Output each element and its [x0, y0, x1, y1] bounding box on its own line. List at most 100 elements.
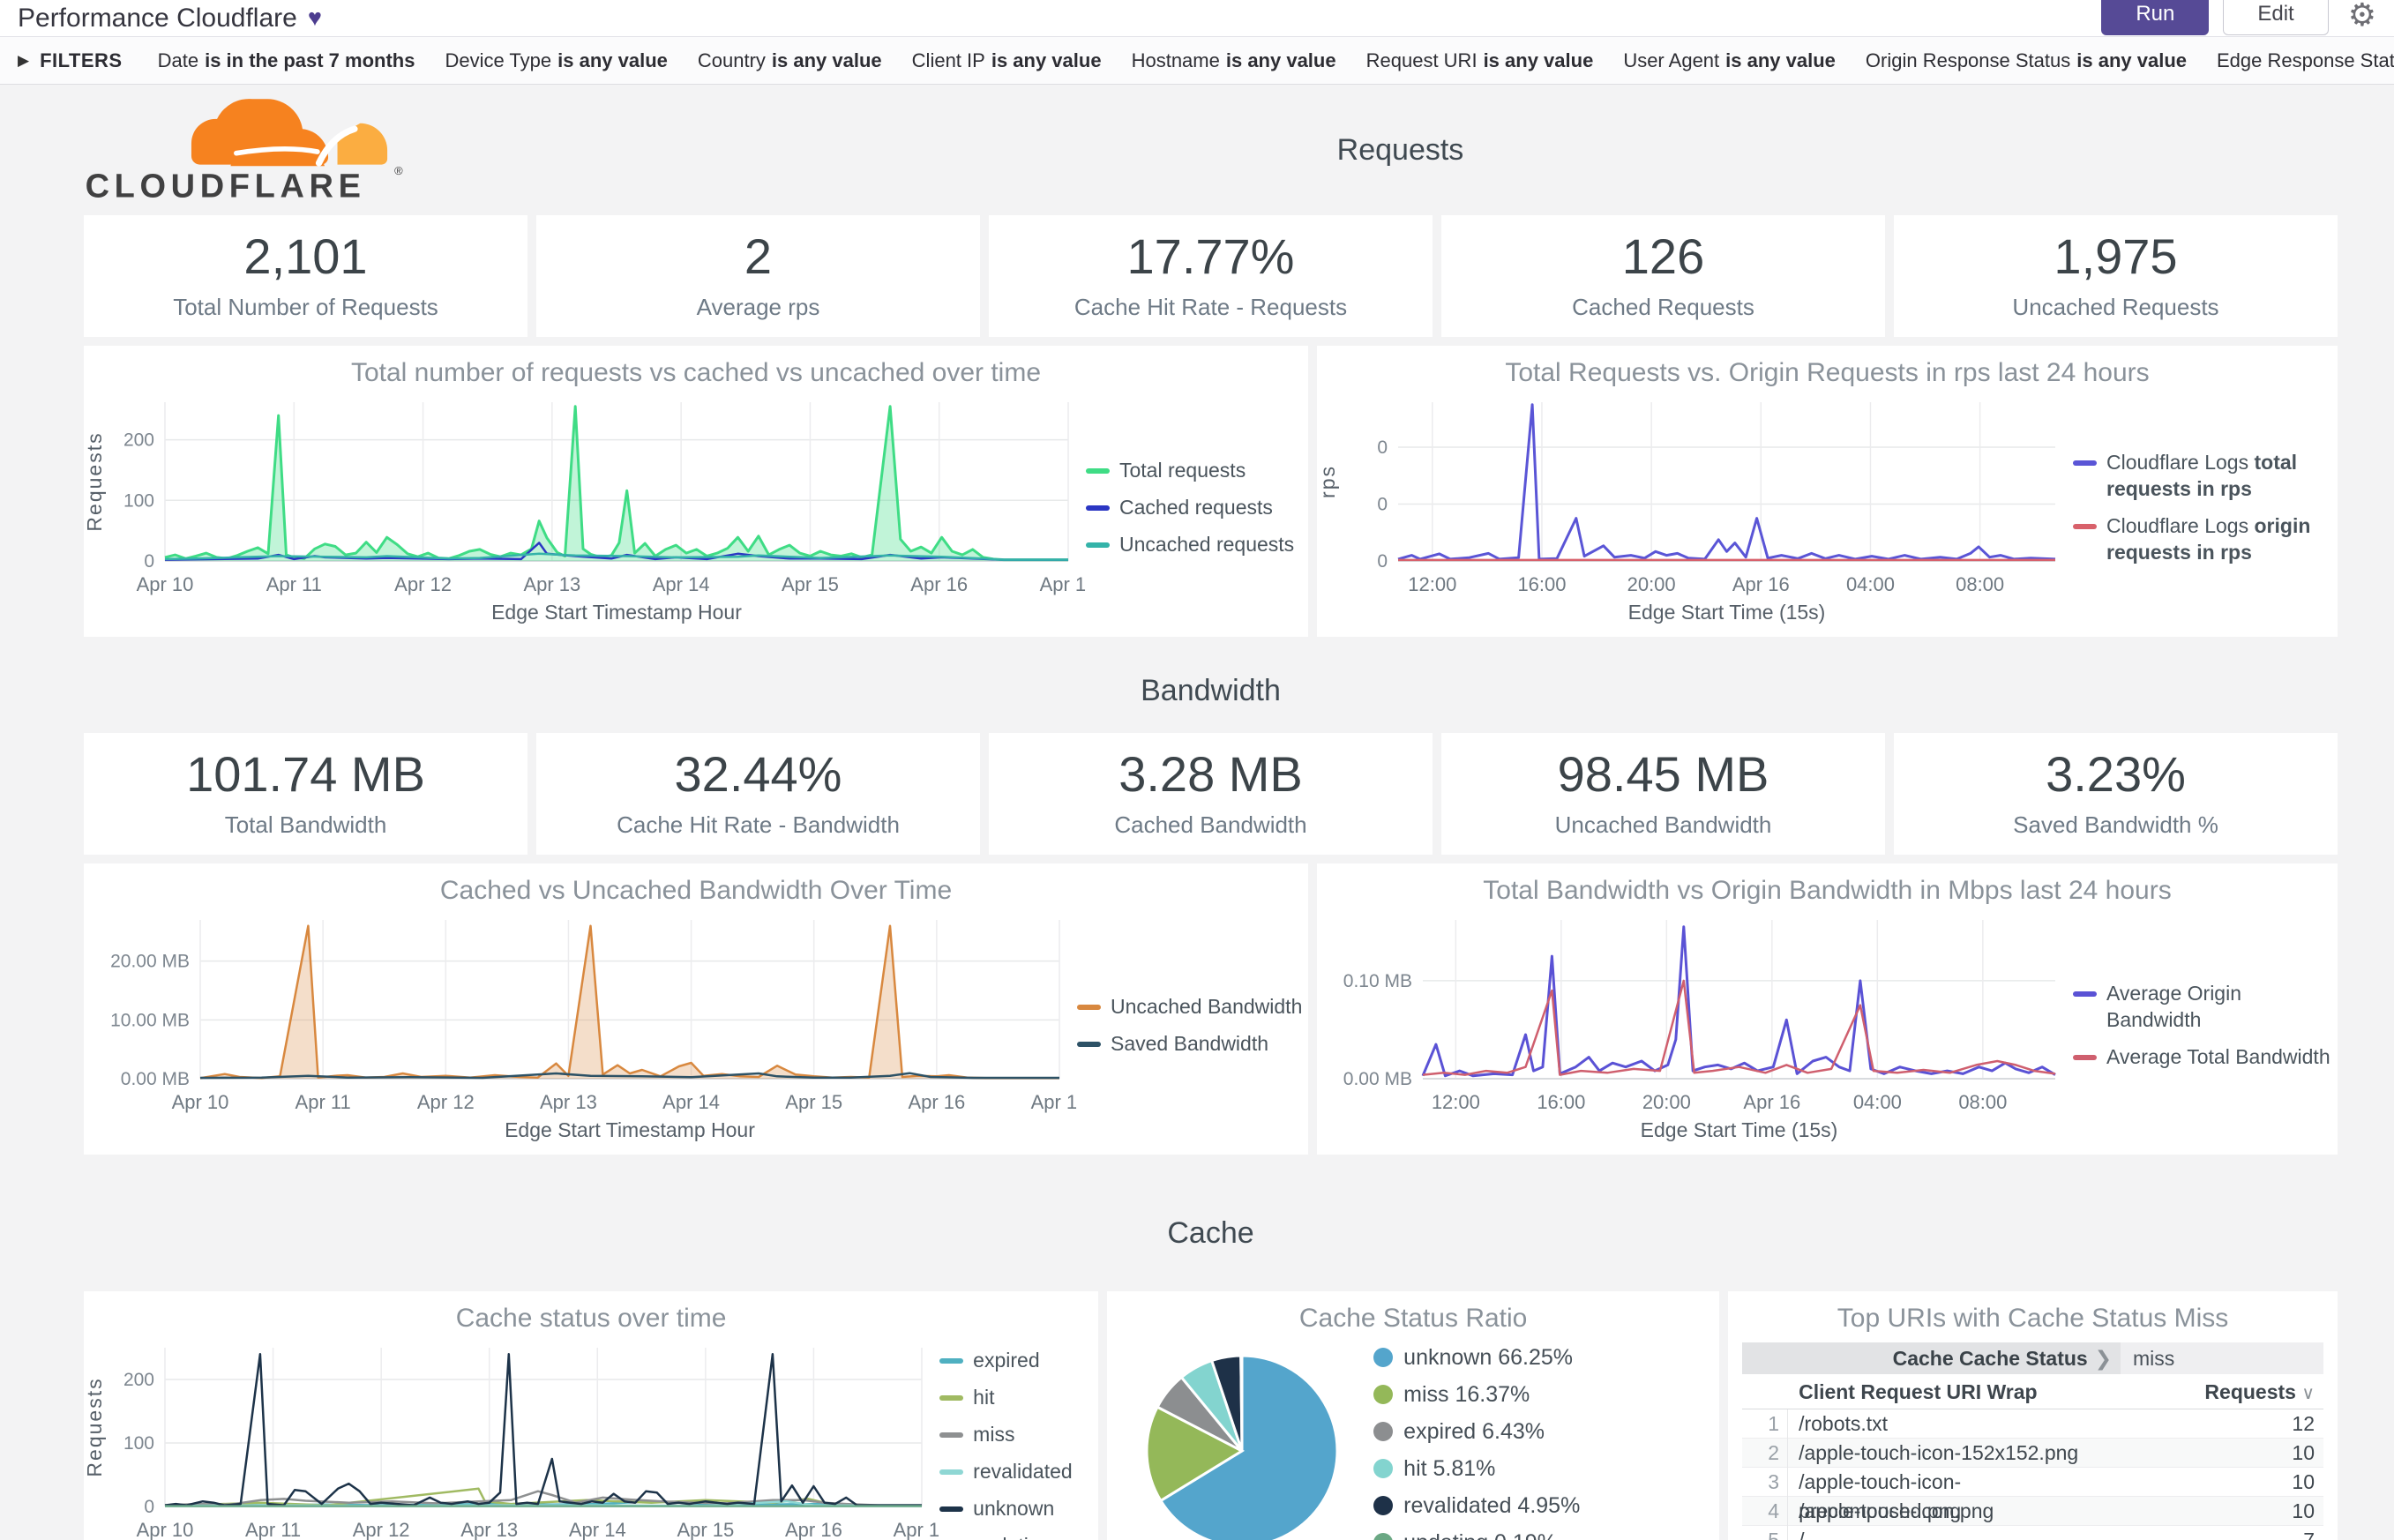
filters-label: FILTERS	[40, 49, 123, 71]
svg-text:100: 100	[123, 1433, 154, 1454]
legend-item[interactable]: hit	[939, 1385, 1093, 1411]
legend-item[interactable]: updating	[939, 1533, 1093, 1540]
svg-text:12:00: 12:00	[1432, 1091, 1480, 1113]
svg-text:Apr 10: Apr 10	[172, 1091, 229, 1113]
kpi-tile: 2,101 Total Number of Requests	[84, 215, 527, 337]
pie-slice-updating[interactable]	[1239, 1353, 1244, 1451]
svg-text:Apr 17: Apr 17	[1031, 1091, 1077, 1113]
chart-rps-24h[interactable]: Total Requests vs. Origin Requests in rp…	[1317, 346, 2338, 637]
filter-item[interactable]: Hostname is any value	[1131, 49, 1336, 71]
pivot-label[interactable]: Cache Cache Status ❯	[1742, 1342, 2121, 1374]
chart-cache-status-over-time[interactable]: Cache status over time 0 100 200 Apr 10 Apr 1…	[84, 1291, 1099, 1540]
legend-item[interactable]: Average Total Bandwidth	[2073, 1044, 2332, 1071]
chart-bandwidth-24h[interactable]: Total Bandwidth vs Origin Bandwidth in M…	[1317, 863, 2338, 1155]
cache-status-pie[interactable]	[1141, 1347, 1343, 1540]
filter-item[interactable]: Client IP is any value	[911, 49, 1102, 71]
chart-requests-over-time[interactable]: Total number of requests vs cached vs un…	[84, 346, 1308, 637]
pie-legend-item[interactable]: unknown 66.25%	[1373, 1345, 1580, 1371]
legend-item[interactable]: Uncached Bandwidth	[1077, 994, 1303, 1020]
filter-item[interactable]: Country is any value	[697, 49, 882, 71]
heart-icon: ♥	[307, 4, 322, 31]
cloudflare-logo: CLOUDFLARE ®	[84, 92, 463, 209]
legend-item[interactable]: revalidated	[939, 1459, 1093, 1485]
filter-item[interactable]: Request URI is any value	[1365, 49, 1594, 71]
kpi-label: Total Bandwidth	[224, 811, 387, 838]
svg-text:Apr 13: Apr 13	[540, 1091, 597, 1113]
svg-text:04:00: 04:00	[1853, 1091, 1902, 1113]
legend-item[interactable]: Uncached requests	[1086, 532, 1303, 558]
legend-item[interactable]: Cloudflare Logs origin requests in rps	[2073, 513, 2332, 566]
svg-text:0: 0	[1377, 437, 1388, 458]
filter-item[interactable]: Device Type is any value	[445, 49, 668, 71]
chart-legend: expired hit miss revalidated unknown updating	[939, 1334, 1098, 1540]
kpi-label: Average rps	[696, 294, 820, 320]
chart-legend: Average Origin Bandwidth Average Total Ba…	[2073, 906, 2338, 1146]
col-header-uri[interactable]: Client Request URI Wrap	[1799, 1380, 2038, 1403]
table-row[interactable]: 4/apple-touch-icon.png 10	[1742, 1497, 2323, 1526]
kpi-value: 101.74 MB	[186, 746, 425, 802]
kpi-tile: 1,975 Uncached Requests	[1894, 215, 2338, 337]
uri-cell: /apple-touch-icon-precomposed.png	[1799, 1470, 1962, 1522]
svg-text:Apr 11: Apr 11	[266, 573, 322, 595]
filter-item[interactable]: Date is in the past 7 months	[157, 49, 415, 71]
plot-area[interactable]: 0 0 0 12:00 16:00 20:00 Apr 16 04:00 08:00 Edge S…	[1317, 388, 2073, 628]
svg-text:200: 200	[123, 430, 154, 451]
svg-text:Apr 15: Apr 15	[785, 1091, 842, 1113]
chart-title: Cache status over time	[455, 1304, 727, 1333]
pie-legend-item[interactable]: updating 0.19%	[1373, 1530, 1580, 1540]
gear-icon[interactable]: ⚙	[2347, 0, 2376, 33]
pie-slice-unknown[interactable]	[1159, 1353, 1339, 1540]
legend-item[interactable]: expired	[939, 1348, 1093, 1374]
kpi-label: Uncached Bandwidth	[1554, 811, 1772, 838]
svg-text:Edge Start Time (15s): Edge Start Time (15s)	[1641, 1118, 1838, 1141]
legend-item[interactable]: Cached requests	[1086, 495, 1303, 521]
table-row[interactable]: 3/apple-touch-icon-precomposed.png 10	[1742, 1468, 2323, 1526]
legend-item[interactable]: unknown	[939, 1496, 1093, 1522]
legend-item[interactable]: Saved Bandwidth	[1077, 1031, 1303, 1058]
pie-legend-item[interactable]: revalidated 4.95%	[1373, 1493, 1580, 1519]
chart-legend: Cloudflare Logs total requests in rps Clo…	[2073, 388, 2338, 628]
col-header-requests[interactable]: Requests ∨	[2204, 1380, 2315, 1403]
table-row[interactable]: 2/apple-touch-icon-152x152.png 10	[1742, 1439, 2323, 1468]
sort-desc-icon: ∨	[2301, 1384, 2315, 1403]
filter-item[interactable]: User Agent is any value	[1623, 49, 1836, 71]
pie-legend-item[interactable]: expired 6.43%	[1373, 1419, 1580, 1445]
svg-text:20.00 MB: 20.00 MB	[110, 952, 190, 972]
legend-item[interactable]: Average Origin Bandwidth	[2073, 981, 2332, 1034]
table-row[interactable]: 5/7	[1742, 1526, 2323, 1540]
svg-text:Apr 16: Apr 16	[908, 1091, 965, 1113]
legend-item[interactable]: Total requests	[1086, 458, 1303, 484]
dashboard-body: CLOUDFLARE ® Requests 2,101 Total Number …	[0, 85, 2394, 1540]
svg-text:0: 0	[144, 551, 154, 572]
pie-legend-item[interactable]: miss 16.37%	[1373, 1382, 1580, 1408]
page-title: Performance Cloudflare	[18, 3, 297, 33]
run-button[interactable]: Run	[2101, 0, 2210, 35]
plot-area[interactable]: 0.00 MB 0.10 MB 12:00 16:00 20:00 Apr 16 04:00…	[1317, 906, 2073, 1146]
kpi-label: Uncached Requests	[2012, 294, 2219, 320]
pie-slice-miss[interactable]	[1145, 1404, 1246, 1502]
pie-legend-item[interactable]: hit 5.81%	[1373, 1456, 1580, 1482]
plot-area[interactable]: 0.00 MB 10.00 MB 20.00 MB Apr 10 Apr 11 Apr 1…	[84, 906, 1088, 1146]
uri-cell: /apple-touch-icon.png	[1799, 1499, 1994, 1522]
svg-text:100: 100	[123, 490, 154, 511]
uri-cell: /	[1799, 1529, 1805, 1540]
bandwidth-chart-row: Cached vs Uncached Bandwidth Over Time 0.…	[84, 863, 2338, 1155]
svg-text:12:00: 12:00	[1408, 573, 1456, 595]
legend-item[interactable]: Cloudflare Logs total requests in rps	[2073, 450, 2332, 503]
svg-text:®: ®	[394, 163, 403, 176]
table-header-row: Client Request URI Wrap Requests ∨	[1742, 1374, 2323, 1409]
table-row[interactable]: 1/robots.txt 12	[1742, 1409, 2323, 1439]
legend-item[interactable]: miss	[939, 1422, 1093, 1448]
svg-text:Requests: Requests	[84, 1377, 106, 1476]
filters-expand-icon[interactable]: ▶	[18, 51, 30, 69]
edit-button[interactable]: Edit	[2223, 0, 2329, 35]
chart-bandwidth-over-time[interactable]: Cached vs Uncached Bandwidth Over Time 0.…	[84, 863, 1308, 1155]
filter-item[interactable]: Origin Response Status is any value	[1865, 49, 2187, 71]
plot-area[interactable]: 0 100 200 Apr 10 Apr 11 Apr 12 Apr 13 Apr 14 Apr…	[84, 1334, 950, 1540]
kpi-value: 32.44%	[674, 746, 842, 802]
svg-text:Apr 14: Apr 14	[569, 1519, 626, 1540]
requests-cell: 7	[2303, 1529, 2315, 1540]
plot-area[interactable]: 0 100 200 Apr 10 Apr 11 Apr 12 Apr 13 Apr 14 Apr…	[84, 388, 1096, 628]
svg-text:Apr 10: Apr 10	[137, 1519, 194, 1540]
